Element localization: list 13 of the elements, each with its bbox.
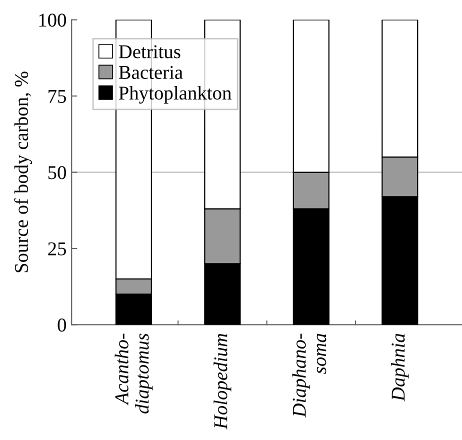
y-tick-label: 75 [48,90,66,103]
x-tick-label: Holopedium [214,334,232,430]
legend-label: Phytoplankton [118,86,232,104]
x-tick-label: Daphnia [391,334,409,402]
y-tick-label: 25 [48,242,66,256]
x-tick-label: Acantho- diaptomus [114,334,153,414]
y-axis-title: Source of body carbon, % [14,72,32,272]
y-tick-label: 0 [58,318,66,332]
x-tick-label: Diaphano- soma [292,334,326,418]
legend-label: Bacteria [118,66,183,79]
y-tick-label: 50 [48,166,66,180]
legend-label: Detritus [118,45,180,58]
y-tick-label: 100 [39,14,66,27]
